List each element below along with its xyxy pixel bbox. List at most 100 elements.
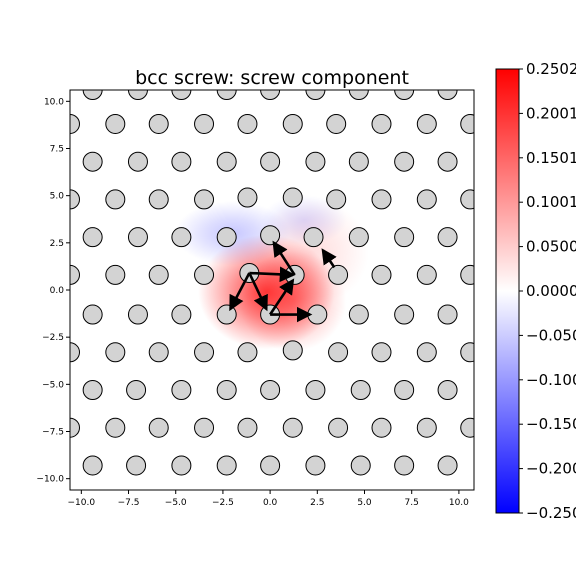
atom-marker <box>216 151 237 172</box>
atom-marker <box>171 151 192 172</box>
atom-marker <box>437 151 458 172</box>
atom-marker <box>416 189 437 210</box>
atom-marker <box>127 304 148 325</box>
colorbar-tick-label: 0.1001 <box>526 193 576 211</box>
atom-marker <box>237 342 258 363</box>
colorbar-tick-label: 0.1501 <box>526 149 576 167</box>
atom-marker <box>305 380 326 400</box>
atom-marker <box>105 189 126 210</box>
atom-marker <box>70 342 80 363</box>
colorbar-tick-label: 0.0500 <box>526 238 576 256</box>
atom-marker <box>105 264 126 285</box>
y-tick-label: −10.0 <box>36 475 64 485</box>
atom-marker <box>307 304 328 325</box>
atom-marker <box>305 151 326 172</box>
atom-marker <box>82 90 103 100</box>
atom-marker <box>305 90 326 100</box>
atom-marker <box>260 90 281 100</box>
atom-marker <box>70 113 80 134</box>
atom-marker <box>194 342 215 363</box>
atom-marker <box>148 189 169 210</box>
atom-marker <box>328 264 349 285</box>
x-tick-label: 7.5 <box>405 498 419 508</box>
atom-marker <box>171 90 192 100</box>
x-tick-label: −7.5 <box>118 498 140 508</box>
atom-marker <box>437 380 458 400</box>
atom-marker <box>371 264 392 285</box>
colorbar-axis: 0.2502 0.2001 0.1501 0.1001 0.0500 0.0000 −0.0… <box>519 60 576 522</box>
x-tick-label: 5.0 <box>357 498 372 508</box>
y-tick-label: 0.0 <box>50 286 65 296</box>
atom-marker <box>416 417 437 438</box>
displacement-arrow <box>269 278 295 316</box>
atom-marker <box>82 455 103 476</box>
atom-marker <box>371 342 392 363</box>
colorbar-tick-label: −0.100 <box>526 371 576 389</box>
atom-marker <box>394 380 415 400</box>
atom-marker <box>82 227 103 248</box>
atom-marker <box>282 340 303 361</box>
colorbar-tick-label: −0.150 <box>526 415 576 433</box>
atom-marker <box>348 90 369 100</box>
atom-layer <box>70 90 474 476</box>
displacement-arrow <box>249 266 296 283</box>
y-tick-label: −5.0 <box>42 380 64 390</box>
atom-marker <box>348 227 369 248</box>
atom-marker <box>82 380 103 400</box>
atom-marker <box>148 342 169 363</box>
atom-marker <box>460 113 474 134</box>
x-tick-label: 0.0 <box>263 498 278 508</box>
atom-marker <box>216 304 237 325</box>
atom-marker <box>282 417 303 438</box>
atom-marker <box>394 455 415 476</box>
atom-marker <box>216 455 237 476</box>
atom-marker <box>194 417 215 438</box>
atom-marker <box>237 187 258 208</box>
atom-marker <box>194 264 215 285</box>
atom-marker <box>126 380 147 400</box>
atom-marker <box>171 227 192 248</box>
atom-marker <box>348 151 369 172</box>
atom-marker <box>216 380 237 400</box>
atom-marker <box>237 113 258 134</box>
atom-marker <box>326 189 347 210</box>
y-tick-label: 2.5 <box>50 239 64 249</box>
displacement-arrow <box>321 248 337 269</box>
colorbar <box>495 68 520 514</box>
atom-marker <box>328 417 349 438</box>
atom-marker <box>394 90 415 100</box>
atom-marker <box>105 417 126 438</box>
atom-marker <box>216 90 237 100</box>
colorbar-tick-label: 0.0000 <box>526 282 576 300</box>
atom-marker <box>82 151 103 172</box>
colorbar-tick-label: −0.200 <box>526 460 576 478</box>
atom-marker <box>348 304 369 325</box>
atom-marker <box>282 187 303 208</box>
atom-marker <box>460 189 474 210</box>
displacement-arrow <box>229 272 251 312</box>
atom-marker <box>394 304 415 325</box>
atom-marker <box>148 417 169 438</box>
atom-marker <box>260 380 281 400</box>
atom-marker <box>350 455 371 476</box>
y-tick-label: −2.5 <box>42 333 64 343</box>
atom-marker <box>371 189 392 210</box>
atom-marker <box>305 455 326 476</box>
atom-marker <box>437 304 458 325</box>
atom-marker <box>171 455 192 476</box>
atom-marker <box>260 225 281 246</box>
atom-marker <box>437 90 458 100</box>
atom-marker <box>171 304 192 325</box>
colorbar-tick-label: 0.2502 <box>526 60 576 78</box>
atom-marker <box>148 113 169 134</box>
atom-marker <box>416 113 437 134</box>
atom-marker <box>127 90 148 100</box>
atom-marker <box>460 417 474 438</box>
x-tick-label: 2.5 <box>310 498 324 508</box>
atom-marker <box>371 113 392 134</box>
atom-marker <box>326 113 347 134</box>
atom-marker <box>70 189 80 210</box>
x-tick-label: −5.0 <box>165 498 187 508</box>
arrow-layer <box>229 240 337 323</box>
